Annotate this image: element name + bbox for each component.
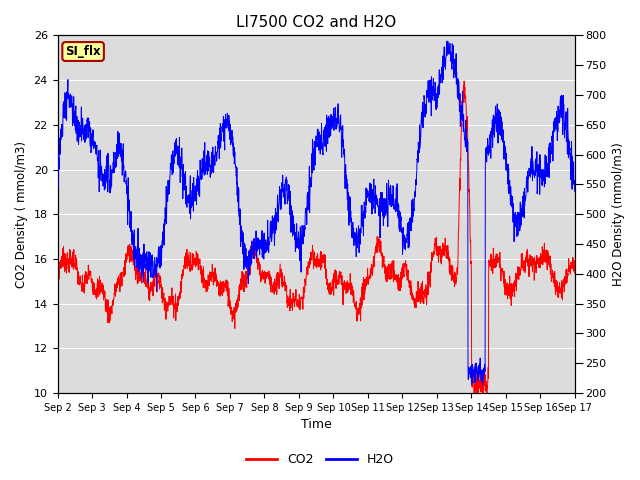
Text: SI_flx: SI_flx bbox=[65, 45, 101, 58]
Y-axis label: H2O Density (mmol/m3): H2O Density (mmol/m3) bbox=[612, 143, 625, 286]
Title: LI7500 CO2 and H2O: LI7500 CO2 and H2O bbox=[236, 15, 396, 30]
X-axis label: Time: Time bbox=[301, 419, 332, 432]
Legend: CO2, H2O: CO2, H2O bbox=[241, 448, 399, 471]
Y-axis label: CO2 Density ( mmol/m3): CO2 Density ( mmol/m3) bbox=[15, 141, 28, 288]
